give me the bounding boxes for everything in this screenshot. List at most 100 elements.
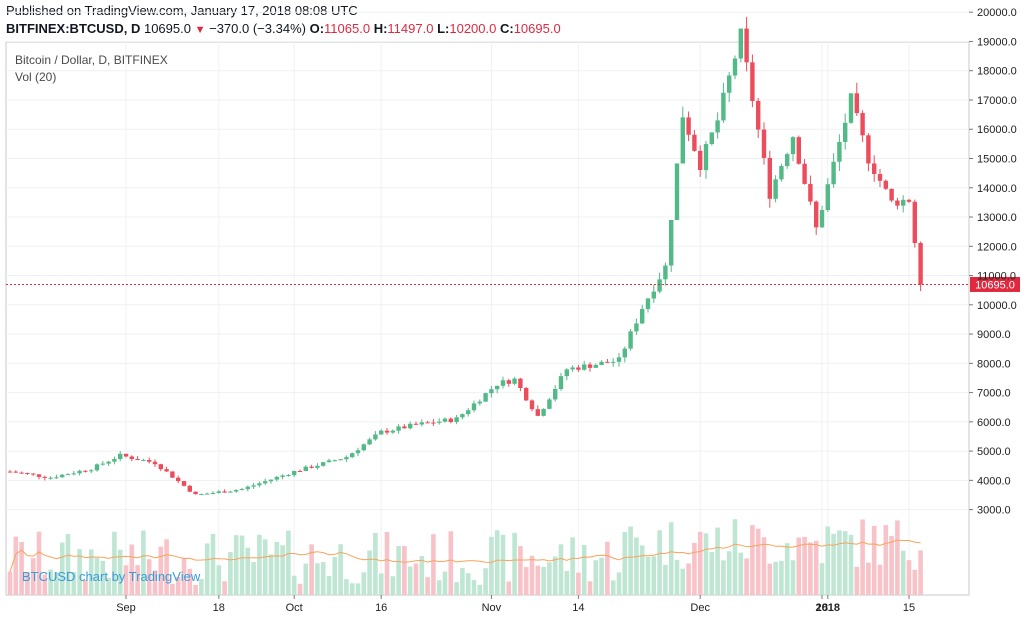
candle-up: [437, 421, 442, 423]
volume-bar-down: [431, 534, 436, 595]
candle-up: [199, 493, 204, 495]
candle-up: [599, 361, 604, 365]
volume-bar-up: [784, 543, 790, 595]
volume-bar-up: [732, 519, 738, 595]
volume-bar-up: [547, 562, 552, 595]
volume-bar-up: [564, 570, 570, 595]
volume-bar-down: [895, 520, 900, 595]
candle-up: [640, 308, 645, 324]
volume-bar-down: [755, 528, 761, 595]
volume-bar-down: [576, 572, 581, 595]
volume-bars: [7, 519, 923, 595]
volume-bar-up: [622, 532, 628, 595]
volume-bar-down: [529, 555, 535, 595]
candle-up: [94, 464, 100, 471]
volume-bar-down: [518, 546, 523, 595]
volume-bar-down: [523, 567, 529, 595]
candle-down: [31, 473, 36, 475]
grid: [6, 11, 969, 595]
candle-up: [216, 491, 221, 493]
volume-bar-down: [222, 581, 227, 595]
volume-bar-up: [419, 556, 425, 595]
candle-up: [500, 380, 506, 386]
volume-bar-up: [228, 551, 233, 595]
candle-down: [767, 157, 772, 199]
volume-bar-up: [628, 526, 633, 595]
candle-down: [802, 163, 807, 184]
volume-bar-up: [738, 552, 744, 595]
volume-bar-up: [367, 550, 372, 595]
volume-bar-down: [175, 576, 181, 595]
volume-bar-down: [152, 570, 158, 595]
candle-up: [315, 465, 320, 468]
volume-bar-up: [315, 563, 320, 595]
candle-up: [825, 184, 830, 211]
candle-up: [257, 483, 262, 486]
volume-bar-down: [918, 550, 923, 595]
candle-down: [535, 409, 540, 416]
volume-bar-up: [657, 530, 662, 595]
high-label: H:: [373, 21, 388, 36]
candle-up: [106, 461, 111, 464]
volume-bar-up: [581, 544, 587, 595]
candle-up: [245, 486, 250, 490]
candle-up: [901, 199, 906, 206]
candle-down: [164, 469, 169, 472]
y-tick-label: 16000.0: [977, 124, 1017, 136]
volume-bar-up: [570, 537, 575, 595]
volume-bar-down: [42, 574, 48, 595]
candle-up: [292, 471, 297, 476]
volume-bar-up: [842, 531, 848, 595]
candle-up: [321, 462, 326, 466]
volume-bar-up: [668, 522, 674, 595]
volume-bar-down: [158, 546, 164, 595]
volume-bar-up: [280, 545, 285, 595]
volume-bar-up: [199, 579, 204, 595]
candle-up: [303, 466, 308, 472]
volume-bar-up: [837, 530, 842, 595]
volume-bar-up: [94, 557, 100, 595]
y-tick-label: 10000.0: [977, 300, 1017, 312]
candle-up: [89, 470, 94, 472]
candle-down: [413, 423, 419, 425]
volume-bar-down: [297, 583, 303, 595]
y-tick-label: 7000.0: [977, 388, 1011, 400]
volume-bar-up: [825, 526, 831, 595]
volume-bar-up: [71, 572, 77, 595]
candle-down: [895, 200, 900, 206]
candle-down: [698, 150, 703, 171]
candle-up: [60, 474, 65, 478]
candle-down: [448, 418, 453, 422]
volume-bar-up: [216, 565, 222, 595]
volume-bar-up: [471, 579, 477, 595]
volume-bar-up: [645, 556, 651, 595]
candle-up: [141, 460, 146, 462]
volume-label: Vol (20): [15, 70, 56, 84]
candle-down: [808, 183, 813, 202]
candle-up: [210, 492, 216, 494]
x-tick-label: Dec: [690, 602, 710, 614]
volume-bar-down: [866, 562, 871, 595]
candle-up: [553, 388, 558, 400]
volume-bar-up: [442, 571, 448, 595]
candle-down: [170, 471, 175, 478]
x-tick-label: 15: [903, 602, 915, 614]
volume-bar-down: [129, 544, 135, 595]
candle-up: [326, 460, 332, 463]
candle-up: [65, 474, 71, 476]
volume-bar-up: [715, 527, 720, 595]
candle-down: [425, 422, 430, 424]
volume-bar-up: [593, 560, 599, 595]
plot-area[interactable]: [5, 41, 970, 596]
volume-bar-up: [332, 556, 338, 595]
volume-bar-down: [860, 519, 865, 595]
candle-down: [587, 364, 593, 368]
volume-bar-down: [135, 565, 140, 595]
watermark: BTCUSD chart by TradingView: [22, 569, 201, 584]
y-tick-label: 15000.0: [977, 154, 1017, 166]
volume-bar-up: [59, 542, 65, 595]
candle-down: [854, 93, 859, 114]
candle-up: [669, 219, 674, 266]
volume-bar-down: [36, 531, 42, 595]
